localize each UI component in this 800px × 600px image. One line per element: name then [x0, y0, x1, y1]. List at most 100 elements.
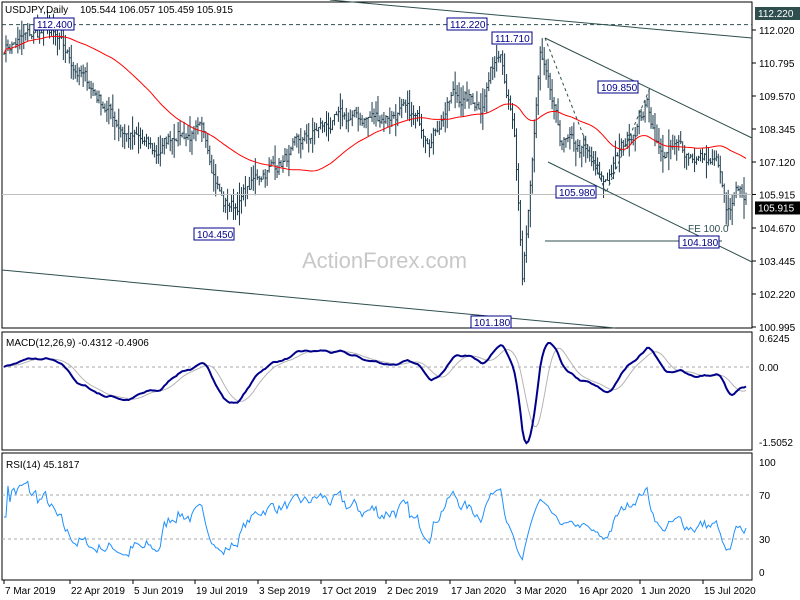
- price-label: 105.980: [559, 188, 596, 199]
- price-bar: [78, 67, 81, 86]
- price-bar: [500, 54, 503, 63]
- price-bar: [171, 138, 174, 155]
- price-bar: [292, 138, 295, 151]
- price-bar: [145, 133, 148, 147]
- price-bar: [80, 65, 83, 78]
- price-bar: [676, 139, 679, 161]
- price-bar: [719, 155, 722, 184]
- price-bar: [205, 131, 208, 148]
- price-bar: [476, 91, 479, 111]
- price-bar: [464, 91, 467, 109]
- price-bar: [215, 163, 218, 197]
- price-bar: [417, 110, 420, 122]
- price-bar: [300, 128, 303, 159]
- price-bar: [737, 185, 740, 192]
- price-bar: [242, 184, 245, 201]
- price-bar: [533, 119, 536, 173]
- price-bar: [193, 125, 196, 140]
- price-bar: [614, 140, 617, 170]
- price-bar: [428, 139, 431, 158]
- price-bar: [527, 209, 530, 239]
- price-bar: [120, 124, 123, 138]
- price-bar: [486, 82, 489, 114]
- price-label: 111.710: [495, 34, 530, 45]
- price-bar: [419, 106, 422, 126]
- price-bar: [569, 127, 572, 150]
- price-bar: [678, 135, 681, 151]
- y-tick-label: 107.120: [759, 158, 796, 169]
- price-bar: [167, 133, 170, 145]
- price-bar: [620, 138, 623, 156]
- price-bar: [235, 203, 238, 220]
- price-bar: [308, 123, 311, 153]
- price-bar: [545, 59, 548, 80]
- price-bar: [266, 169, 269, 186]
- price-bar: [373, 108, 376, 125]
- price-bar: [163, 138, 166, 155]
- y-tick-label: 100.995: [759, 323, 796, 334]
- price-bar: [415, 112, 418, 129]
- price-bar: [161, 137, 164, 154]
- price-bar: [583, 135, 586, 157]
- price-bar: [179, 120, 182, 146]
- price-bar: [357, 106, 360, 132]
- price-bar: [561, 140, 564, 151]
- price-bar: [132, 116, 135, 150]
- price-bar: [393, 111, 396, 119]
- price-bar: [480, 93, 483, 124]
- price-bar: [236, 192, 239, 216]
- price-bar: [690, 153, 693, 159]
- price-bar: [541, 38, 544, 61]
- falling-channel-bottom: [547, 161, 753, 263]
- price-bar: [256, 169, 259, 181]
- price-bar: [646, 97, 649, 108]
- price-bar: [201, 116, 204, 142]
- x-tick-label: 2 Dec 2019: [387, 586, 439, 597]
- price-bar: [324, 122, 327, 133]
- panel-frame-1: [1, 331, 753, 451]
- x-tick-label: 1 Jun 2020: [641, 586, 691, 597]
- price-bar: [413, 105, 416, 126]
- price-bar: [326, 111, 329, 137]
- price-bar: [531, 157, 534, 194]
- price-bar: [149, 137, 152, 149]
- price-bar: [401, 98, 404, 119]
- price-bar: [240, 187, 243, 214]
- price-bar: [262, 169, 265, 180]
- price-bar: [440, 114, 443, 130]
- price-bar: [426, 138, 429, 145]
- macd-title: MACD(12,26,9) -0.4312 -0.4906: [6, 338, 149, 349]
- x-tick-label: 17 Jan 2020: [451, 586, 506, 597]
- price-bar: [264, 168, 267, 188]
- price-bar: [618, 133, 621, 173]
- price-bar: [110, 103, 113, 120]
- price-bar: [571, 126, 574, 140]
- price-bar: [369, 111, 372, 118]
- price-bar: [209, 145, 212, 166]
- price-bar: [116, 119, 119, 128]
- price-bar: [106, 100, 109, 122]
- price-bar: [640, 108, 643, 121]
- price-bar: [438, 120, 441, 135]
- price-bar: [707, 147, 710, 166]
- price-bar: [494, 56, 497, 78]
- price-bar: [118, 108, 121, 142]
- price-bar: [112, 94, 115, 127]
- price-bar: [567, 134, 570, 143]
- price-label-box: [491, 31, 533, 45]
- price-label-box: [555, 185, 597, 199]
- price-bar: [102, 101, 105, 109]
- price-bar: [521, 230, 524, 286]
- price-label: 101.180: [474, 318, 511, 329]
- price-bar: [21, 20, 24, 56]
- price-bar: [411, 101, 414, 127]
- price-bar: [581, 145, 584, 168]
- falling-channel-top: [544, 37, 753, 139]
- price-bar: [104, 103, 107, 113]
- price-bar: [157, 136, 160, 164]
- price-bar: [703, 153, 706, 161]
- price-bar: [563, 137, 566, 153]
- price-bar: [363, 118, 366, 128]
- price-label: 112.400: [37, 20, 73, 31]
